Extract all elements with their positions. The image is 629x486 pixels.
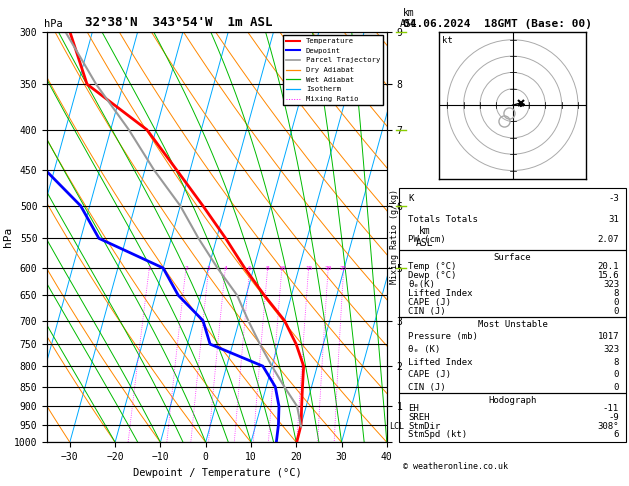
Text: Mixing Ratio (g/kg): Mixing Ratio (g/kg) [390,190,399,284]
Text: 8: 8 [614,289,619,298]
Bar [399,316,626,393]
Text: CAPE (J): CAPE (J) [408,298,452,307]
Text: θₑ(K): θₑ(K) [408,280,435,289]
Text: 323: 323 [603,345,619,354]
Text: Temp (°C): Temp (°C) [408,262,457,271]
Text: 1017: 1017 [598,332,619,341]
Text: 0: 0 [614,370,619,380]
Text: Lifted Index: Lifted Index [408,289,473,298]
Text: 20: 20 [325,265,332,271]
Text: Dewp (°C): Dewp (°C) [408,271,457,280]
Text: 32°38'N  343°54'W  1m ASL: 32°38'N 343°54'W 1m ASL [85,16,272,29]
Text: SREH: SREH [408,413,430,422]
Text: 25: 25 [340,265,347,271]
Text: K: K [408,194,414,203]
Text: EH: EH [408,404,419,414]
Text: CIN (J): CIN (J) [408,307,446,316]
Text: 2: 2 [184,265,188,271]
Text: θₑ (K): θₑ (K) [408,345,441,354]
Text: 1: 1 [147,265,151,271]
Text: 8: 8 [266,265,269,271]
Text: 323: 323 [603,280,619,289]
Text: 15: 15 [305,265,313,271]
Text: -11: -11 [603,404,619,414]
Text: 10: 10 [278,265,286,271]
Text: 0: 0 [614,307,619,316]
Text: 4: 4 [223,265,227,271]
Text: 0: 0 [614,298,619,307]
Text: CIN (J): CIN (J) [408,383,446,392]
Text: StmDir: StmDir [408,421,441,431]
Text: 0: 0 [614,383,619,392]
Text: -9: -9 [608,413,619,422]
Text: PW (cm): PW (cm) [408,235,446,244]
Text: StmSpd (kt): StmSpd (kt) [408,430,467,439]
Text: CAPE (J): CAPE (J) [408,370,452,380]
Text: Most Unstable: Most Unstable [477,320,548,329]
Text: 6: 6 [614,430,619,439]
Text: 2.07: 2.07 [598,235,619,244]
Text: 3: 3 [207,265,211,271]
Text: © weatheronline.co.uk: © weatheronline.co.uk [403,462,508,471]
Text: 308°: 308° [598,421,619,431]
Text: Surface: Surface [494,253,532,262]
Text: Lifted Index: Lifted Index [408,358,473,367]
Bar [399,189,626,250]
Text: kt: kt [442,36,453,46]
X-axis label: Dewpoint / Temperature (°C): Dewpoint / Temperature (°C) [133,468,301,478]
Text: 04.06.2024  18GMT (Base: 00): 04.06.2024 18GMT (Base: 00) [403,19,591,29]
Text: 8: 8 [614,358,619,367]
Text: 31: 31 [608,215,619,224]
Text: LCL: LCL [389,422,404,431]
Text: km
ASL: km ASL [400,8,418,29]
Bar [399,393,626,442]
Text: Totals Totals: Totals Totals [408,215,478,224]
Y-axis label: km
ASL: km ASL [416,226,433,248]
Text: hPa: hPa [44,19,63,29]
Text: 15.6: 15.6 [598,271,619,280]
Text: -3: -3 [608,194,619,203]
Text: 20.1: 20.1 [598,262,619,271]
Y-axis label: hPa: hPa [3,227,13,247]
Text: Pressure (mb): Pressure (mb) [408,332,478,341]
Text: 6: 6 [248,265,252,271]
Bar [399,250,626,316]
Legend: Temperature, Dewpoint, Parcel Trajectory, Dry Adiabat, Wet Adiabat, Isotherm, Mi: Temperature, Dewpoint, Parcel Trajectory… [283,35,383,105]
Text: Hodograph: Hodograph [489,396,537,405]
